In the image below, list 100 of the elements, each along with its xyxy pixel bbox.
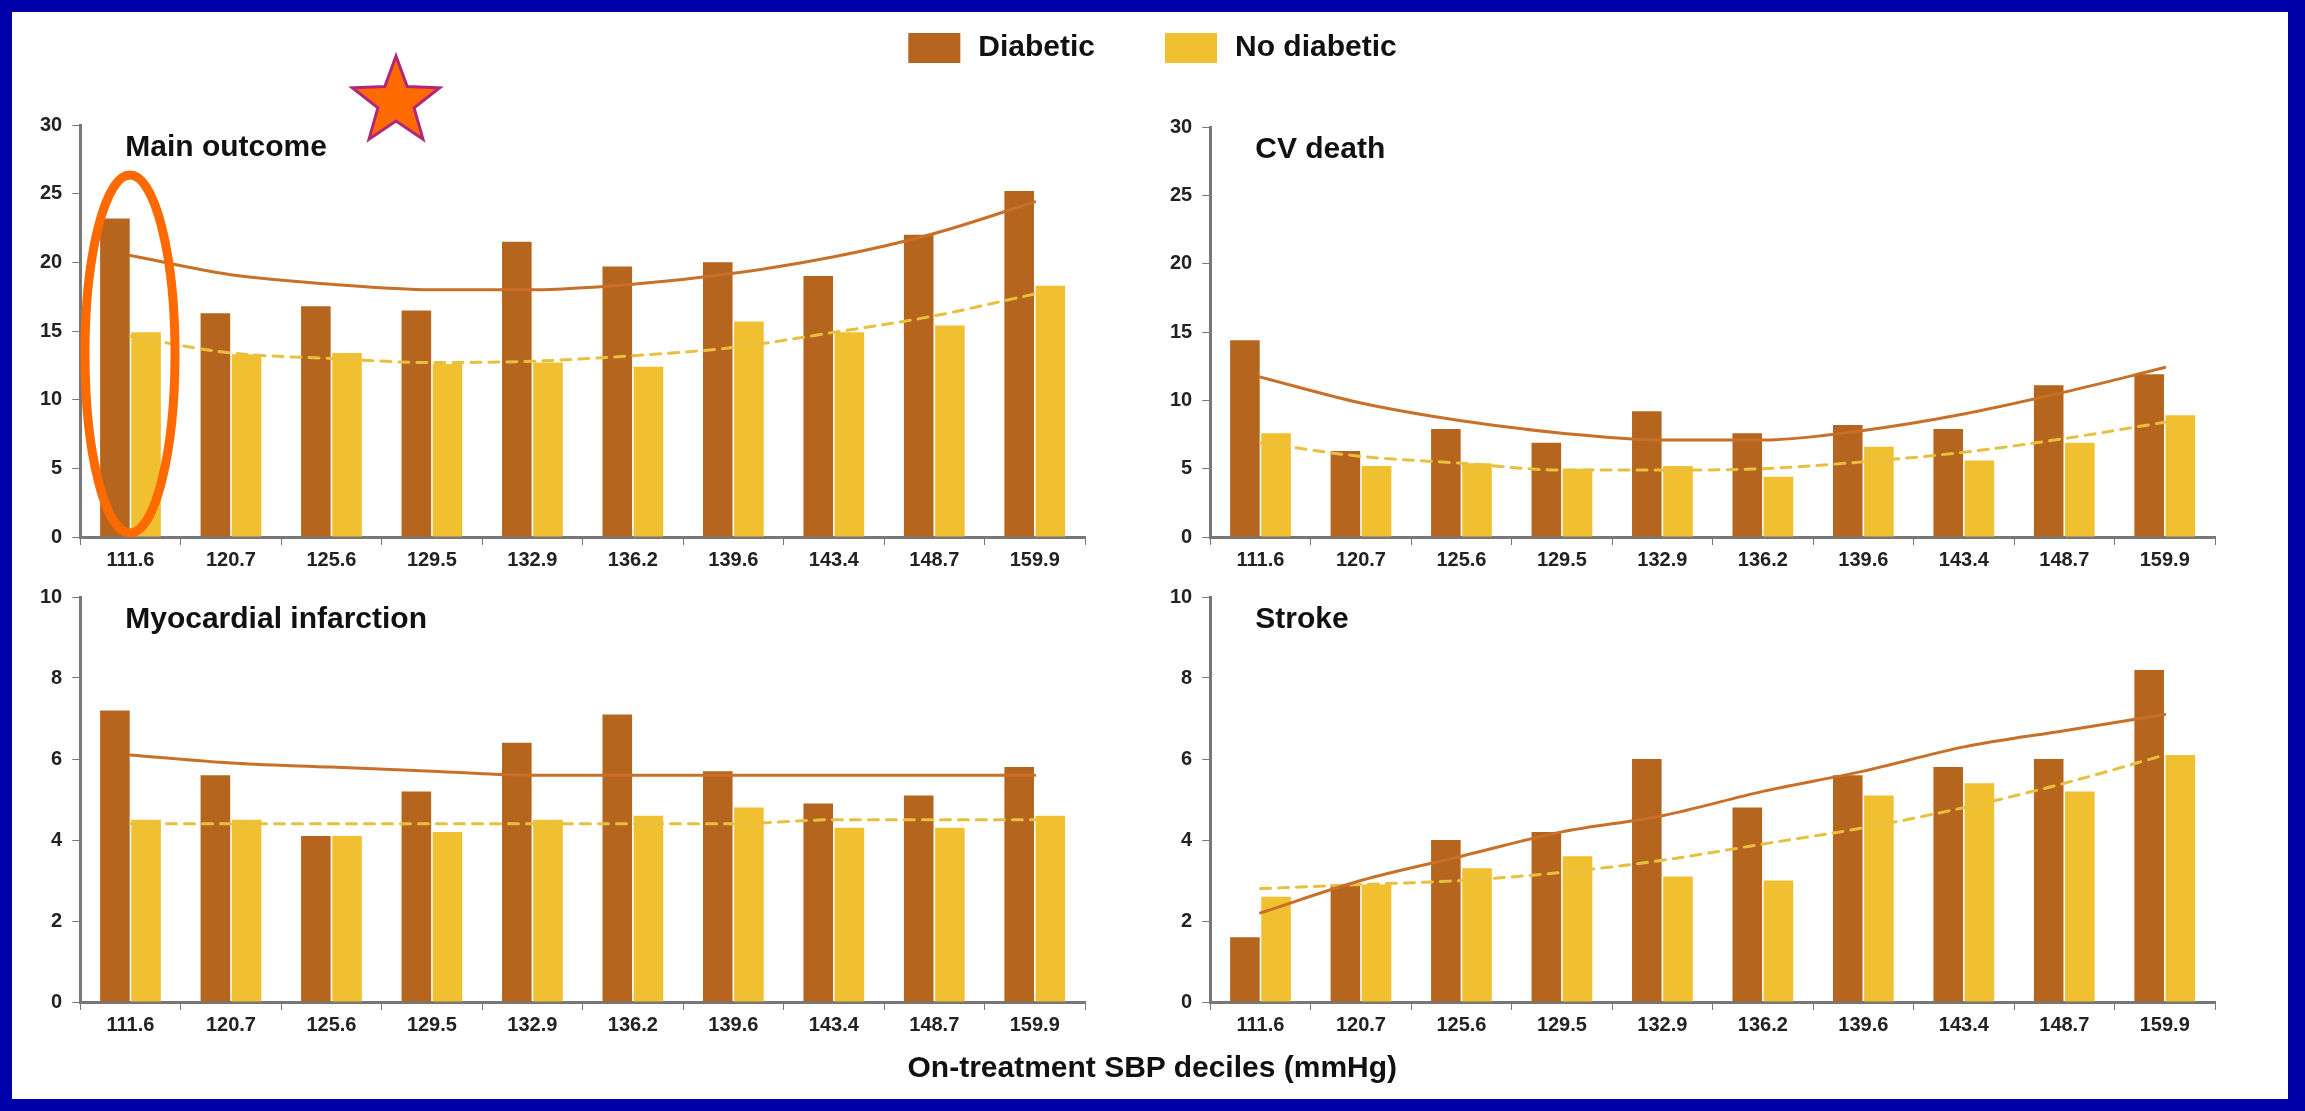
bar [1330,884,1361,1002]
y-tick-label: 8 [51,665,63,688]
x-tick-label: 125.6 [1436,547,1487,570]
x-tick-label: 159.9 [2139,1012,2190,1035]
x-tick-label: 132.9 [1637,1012,1688,1035]
x-tick-label: 139.6 [1838,547,1889,570]
bar [1933,767,1964,1002]
x-tick-label: 148.7 [2039,1012,2090,1035]
bar [1562,468,1593,537]
y-tick-label: 15 [1170,319,1193,342]
y-tick-label: 5 [51,455,63,478]
bar [1261,433,1291,537]
bar [1035,815,1066,1002]
bar [633,815,664,1002]
bar [301,835,331,1002]
bar [702,771,733,1002]
x-tick-label: 111.6 [1236,547,1285,570]
bar [131,819,161,1002]
bar [1261,896,1291,1002]
bar [301,306,331,537]
bar [602,266,633,537]
x-tick-label: 120.7 [1335,547,1386,570]
bar [332,835,362,1002]
bar [502,742,532,1002]
bar [935,325,965,537]
chart-title: Stroke [1255,601,1349,635]
bar [1462,463,1492,537]
y-tick-label: 20 [40,249,63,272]
line-series [128,200,1037,292]
bar [1531,442,1562,537]
bar [2165,415,2196,537]
bar [1663,876,1693,1002]
bar [1864,795,1894,1002]
bar [903,234,934,537]
bar [1732,807,1763,1002]
y-tick-label: 10 [40,584,63,607]
x-tick-label: 120.7 [205,547,256,570]
bar [1832,424,1863,537]
x-tick-label: 136.2 [607,1012,658,1035]
x-axis-title: On-treatment SBP deciles (mmHg) [907,1050,1398,1084]
x-tick-label: 129.5 [1536,547,1587,570]
bar [803,276,834,537]
x-tick-label: 136.2 [1737,1012,1788,1035]
bar [1531,831,1562,1002]
bar [432,831,463,1002]
x-tick-label: 159.9 [1009,1012,1060,1035]
bar [1230,340,1260,537]
y-tick-label: 10 [40,387,63,410]
bar [2134,374,2164,537]
x-tick-label: 132.9 [507,547,558,570]
y-tick-label: 25 [1170,182,1193,205]
x-tick-label: 143.4 [808,1012,860,1035]
y-tick-label: 30 [40,112,63,135]
bar [1663,465,1693,537]
bar [1004,767,1034,1002]
y-tick-label: 0 [51,989,63,1012]
bar [1632,411,1662,537]
line-series [1258,712,2167,915]
bar [2165,754,2196,1002]
bar [2033,385,2064,537]
bar [1431,429,1461,537]
bar [200,775,231,1002]
bar [1230,937,1260,1002]
y-tick-label: 6 [1181,746,1193,769]
bar [100,218,130,537]
bar [803,803,834,1002]
x-tick-label: 120.7 [1335,1012,1386,1035]
bar [1562,856,1593,1002]
y-tick-label: 4 [51,827,64,850]
x-tick-label: 132.9 [1637,547,1688,570]
bar [1004,190,1034,537]
bar [502,241,532,537]
line-series [128,292,1037,365]
x-tick-label: 129.5 [1536,1012,1587,1035]
bar [1832,775,1863,1002]
y-tick-label: 0 [1181,989,1193,1012]
chart-title: CV death [1255,131,1386,165]
bar [1431,840,1461,1002]
x-tick-label: 129.5 [406,547,457,570]
bar [401,791,432,1002]
bar [1864,446,1894,537]
bar [533,819,563,1002]
x-tick-label: 125.6 [306,547,357,570]
bar [401,310,432,537]
bar [1763,476,1794,537]
bar [1361,465,1392,537]
bar [2033,759,2064,1002]
bar [1462,868,1492,1002]
bar [834,332,865,537]
x-tick-label: 139.6 [1838,1012,1889,1035]
x-tick-label: 111.6 [1236,1012,1285,1035]
x-tick-label: 148.7 [909,547,960,570]
x-tick-label: 143.4 [1938,547,1990,570]
bar [1632,759,1662,1002]
x-tick-label: 148.7 [909,1012,960,1035]
y-tick-label: 8 [1181,665,1193,688]
y-tick-label: 5 [1181,456,1193,479]
chart-title: Main outcome [125,129,327,163]
line-series [128,753,1037,777]
bar [1763,880,1794,1002]
